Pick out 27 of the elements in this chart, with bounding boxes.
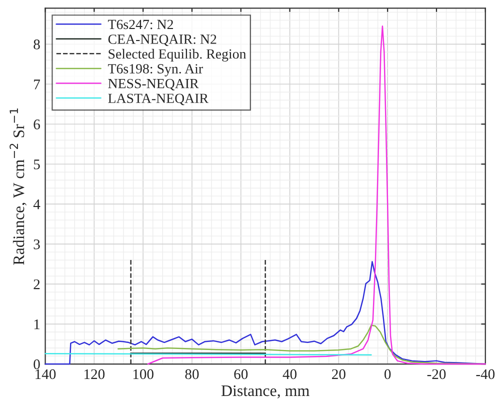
y-tick-label: 6 bbox=[34, 120, 40, 130]
legend-label: NESS-NEQAIR bbox=[108, 78, 199, 90]
legend-label: Selected Equilib. Region bbox=[108, 48, 246, 62]
legend-label: LASTA-NEQAIR bbox=[108, 94, 208, 106]
legend-label: T6s198: Syn. Air bbox=[108, 64, 203, 76]
x-axis-title: Distance, mm bbox=[221, 385, 310, 398]
x-tick-label: 120 bbox=[84, 369, 105, 380]
legend-label: CEA-NEQAIR: N2 bbox=[108, 34, 216, 46]
x-tick-label: 60 bbox=[234, 369, 248, 380]
x-tick-label: 80 bbox=[185, 369, 199, 380]
y-tick-label: 0 bbox=[34, 359, 40, 370]
x-tick-label: 140 bbox=[36, 369, 56, 380]
y-tick-label: 3 bbox=[34, 239, 40, 250]
x-tick-label: -20 bbox=[427, 369, 446, 380]
y-tick-label: 1 bbox=[34, 319, 40, 330]
x-tick-label: 20 bbox=[332, 369, 346, 380]
y-tick-label: 8 bbox=[34, 40, 40, 50]
y-tick-label: 4 bbox=[33, 200, 40, 210]
y-tick-label: 2 bbox=[34, 279, 40, 290]
x-tick-label: 40 bbox=[282, 369, 297, 380]
x-tick-label: 0 bbox=[384, 369, 391, 380]
y-axis-title: Radiance, W cm$^{−2}$ Sr$^{−1}$ bbox=[10, 108, 26, 265]
y-tick-label: 5 bbox=[34, 160, 40, 170]
y-tick-label: 7 bbox=[34, 80, 40, 90]
legend-label: T6s247: N2 bbox=[108, 20, 173, 30]
x-tick-label: 100 bbox=[133, 369, 154, 380]
x-tick-label: -40 bbox=[476, 369, 495, 380]
